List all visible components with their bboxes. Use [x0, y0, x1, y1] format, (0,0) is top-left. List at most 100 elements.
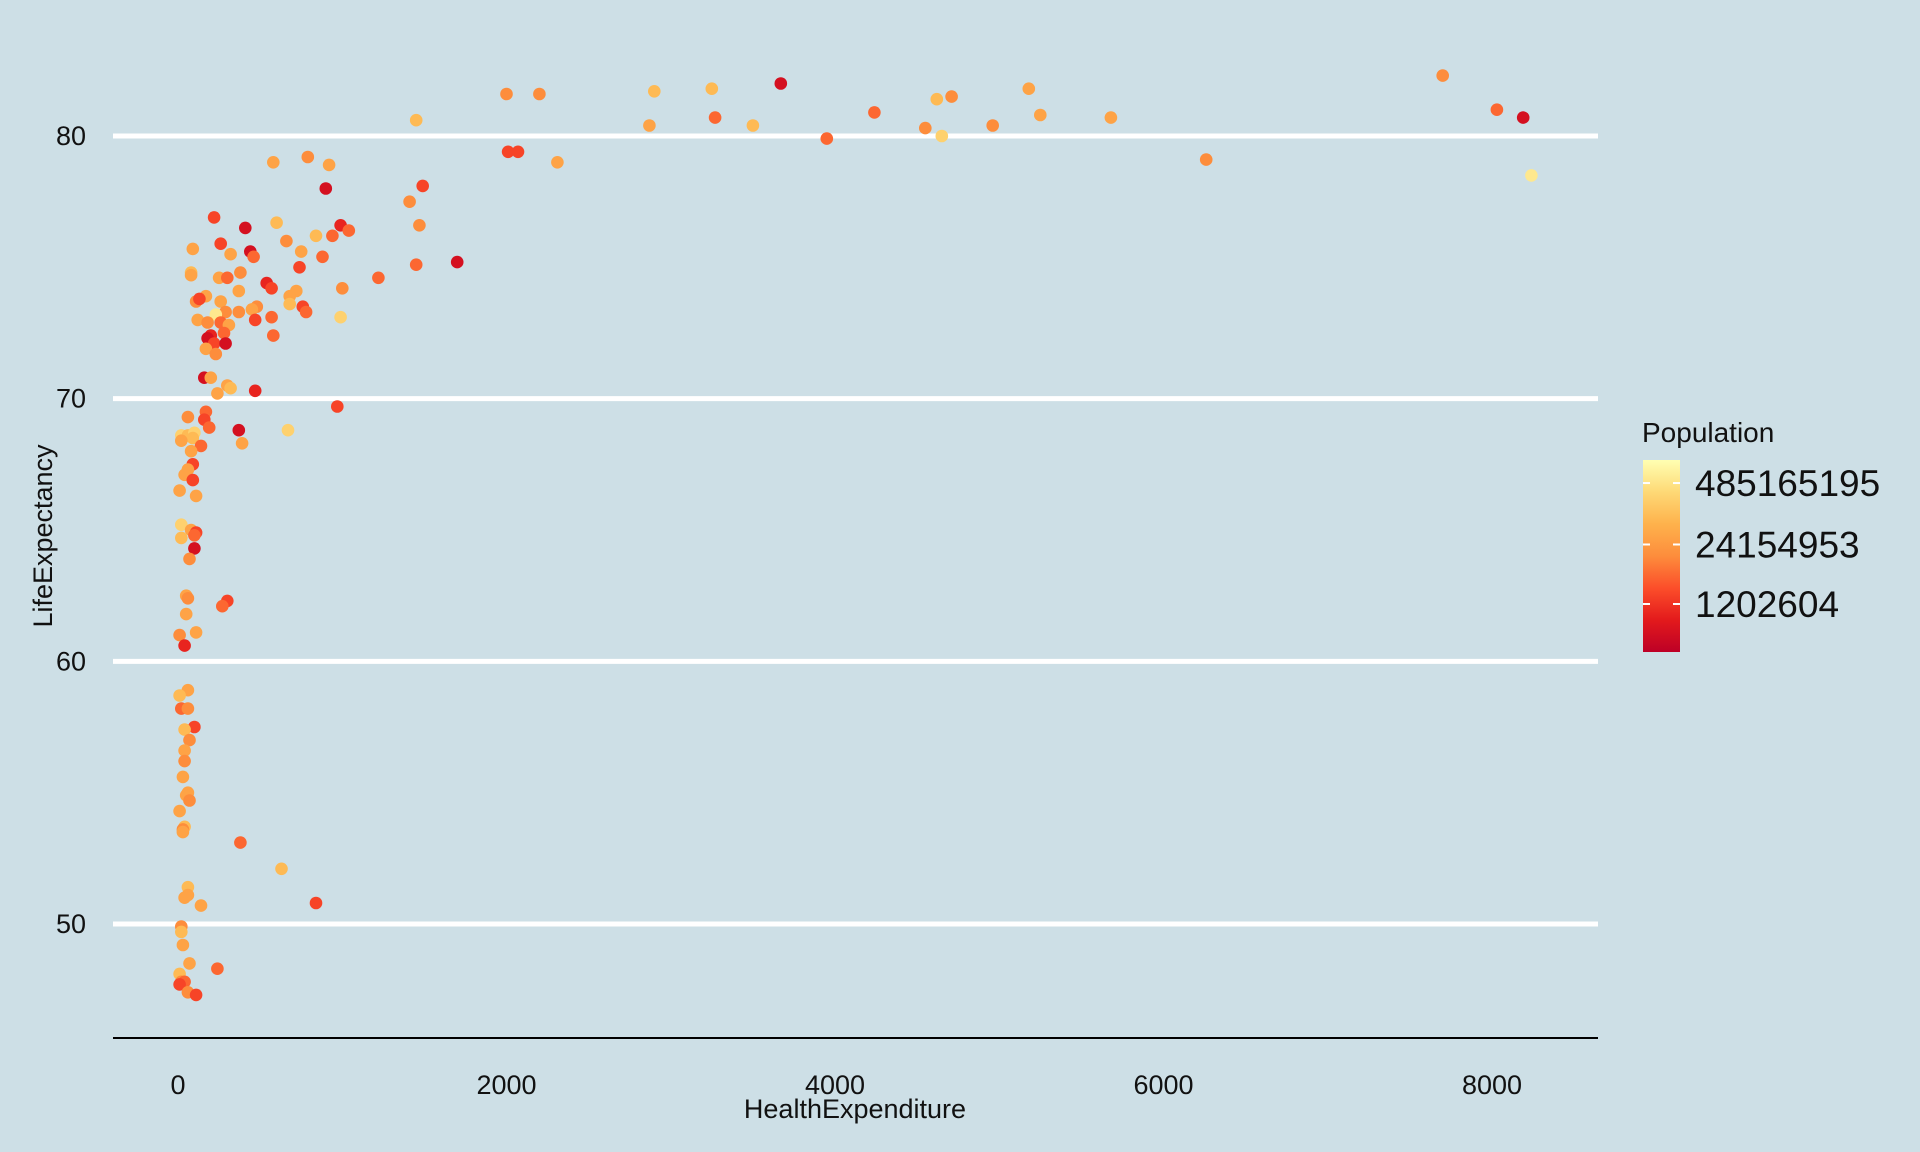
data-point [705, 82, 719, 95]
data-point [372, 271, 385, 285]
data-point [919, 121, 932, 135]
data-point [270, 216, 283, 229]
x-tick-label: 4000 [805, 1070, 865, 1100]
data-point [186, 473, 200, 487]
data-point [175, 925, 188, 939]
data-point [173, 484, 186, 497]
data-point [194, 439, 208, 453]
data-point [403, 195, 416, 208]
data-point [301, 150, 315, 164]
data-point [234, 836, 247, 849]
data-point [183, 552, 196, 566]
data-point [267, 156, 280, 169]
data-point [708, 111, 722, 124]
data-point [342, 224, 356, 237]
data-point [199, 342, 213, 356]
data-point [326, 229, 339, 243]
data-point [409, 258, 423, 272]
data-point [191, 313, 204, 327]
data-point [176, 938, 190, 952]
data-point [232, 284, 246, 298]
legend-labels: 485165195 24154953 1202604 [1643, 463, 1880, 625]
data-point [648, 85, 661, 98]
data-point [201, 316, 214, 329]
data-point [204, 371, 218, 385]
data-point [211, 387, 224, 400]
data-point [265, 310, 278, 324]
data-point [193, 292, 206, 306]
data-point [221, 271, 234, 285]
data-point [234, 266, 247, 279]
data-point [181, 592, 195, 605]
data-point [214, 237, 227, 250]
data-point [945, 90, 958, 103]
y-tick-label: 70 [56, 384, 86, 414]
data-point [184, 444, 198, 458]
data-point [188, 720, 201, 734]
data-point [189, 988, 203, 1002]
data-point [416, 179, 430, 193]
data-point [173, 628, 186, 642]
y-tick-label: 50 [56, 909, 86, 939]
data-point [178, 723, 191, 736]
data-point [746, 119, 760, 132]
data-point [239, 221, 252, 235]
data-point [184, 268, 198, 282]
data-point [450, 255, 464, 269]
data-point [1436, 69, 1449, 82]
data-point [235, 437, 249, 450]
x-axis-ticks: 0 2000 4000 6000 8000 [170, 1070, 1522, 1100]
data-point [186, 431, 200, 445]
legend: Population 485165195 24154953 1202604 [1642, 417, 1880, 652]
data-point [183, 733, 196, 747]
x-tick-label: 0 [170, 1070, 185, 1100]
data-point [183, 957, 196, 970]
y-tick-label: 60 [56, 646, 86, 676]
data-point [319, 182, 333, 195]
data-point [309, 229, 323, 243]
data-point [179, 607, 193, 621]
data-point [194, 899, 208, 912]
data-point [219, 337, 232, 350]
data-point [247, 250, 260, 264]
data-point [331, 400, 344, 413]
data-point [232, 305, 246, 319]
data-point [281, 423, 295, 437]
data-point [176, 825, 190, 839]
data-point [248, 384, 262, 398]
legend-label: 1202604 [1695, 584, 1839, 625]
data-point [181, 410, 195, 424]
data-point [211, 962, 224, 975]
data-point [1022, 82, 1036, 95]
data-point [283, 297, 297, 311]
data-point [224, 381, 237, 395]
data-point [334, 310, 347, 324]
data-point [214, 295, 227, 308]
data-points [173, 69, 1538, 1002]
data-point [202, 421, 216, 434]
data-point [820, 132, 834, 145]
data-point [219, 305, 232, 319]
legend-label: 24154953 [1695, 524, 1860, 565]
data-point [275, 862, 288, 876]
data-point [178, 891, 191, 904]
data-point [188, 529, 201, 542]
data-point [175, 518, 188, 531]
data-point [299, 305, 313, 319]
data-point [413, 219, 426, 232]
data-point [175, 531, 188, 545]
gridlines [113, 133, 1598, 927]
data-point [178, 639, 191, 652]
data-point [245, 303, 259, 316]
data-point [173, 804, 186, 818]
data-point [322, 158, 336, 172]
data-point [930, 92, 944, 106]
data-point [336, 282, 349, 295]
data-point [189, 626, 203, 639]
x-tick-label: 2000 [476, 1070, 536, 1100]
data-point [207, 211, 221, 224]
data-point [409, 113, 423, 127]
data-point [1490, 103, 1504, 116]
